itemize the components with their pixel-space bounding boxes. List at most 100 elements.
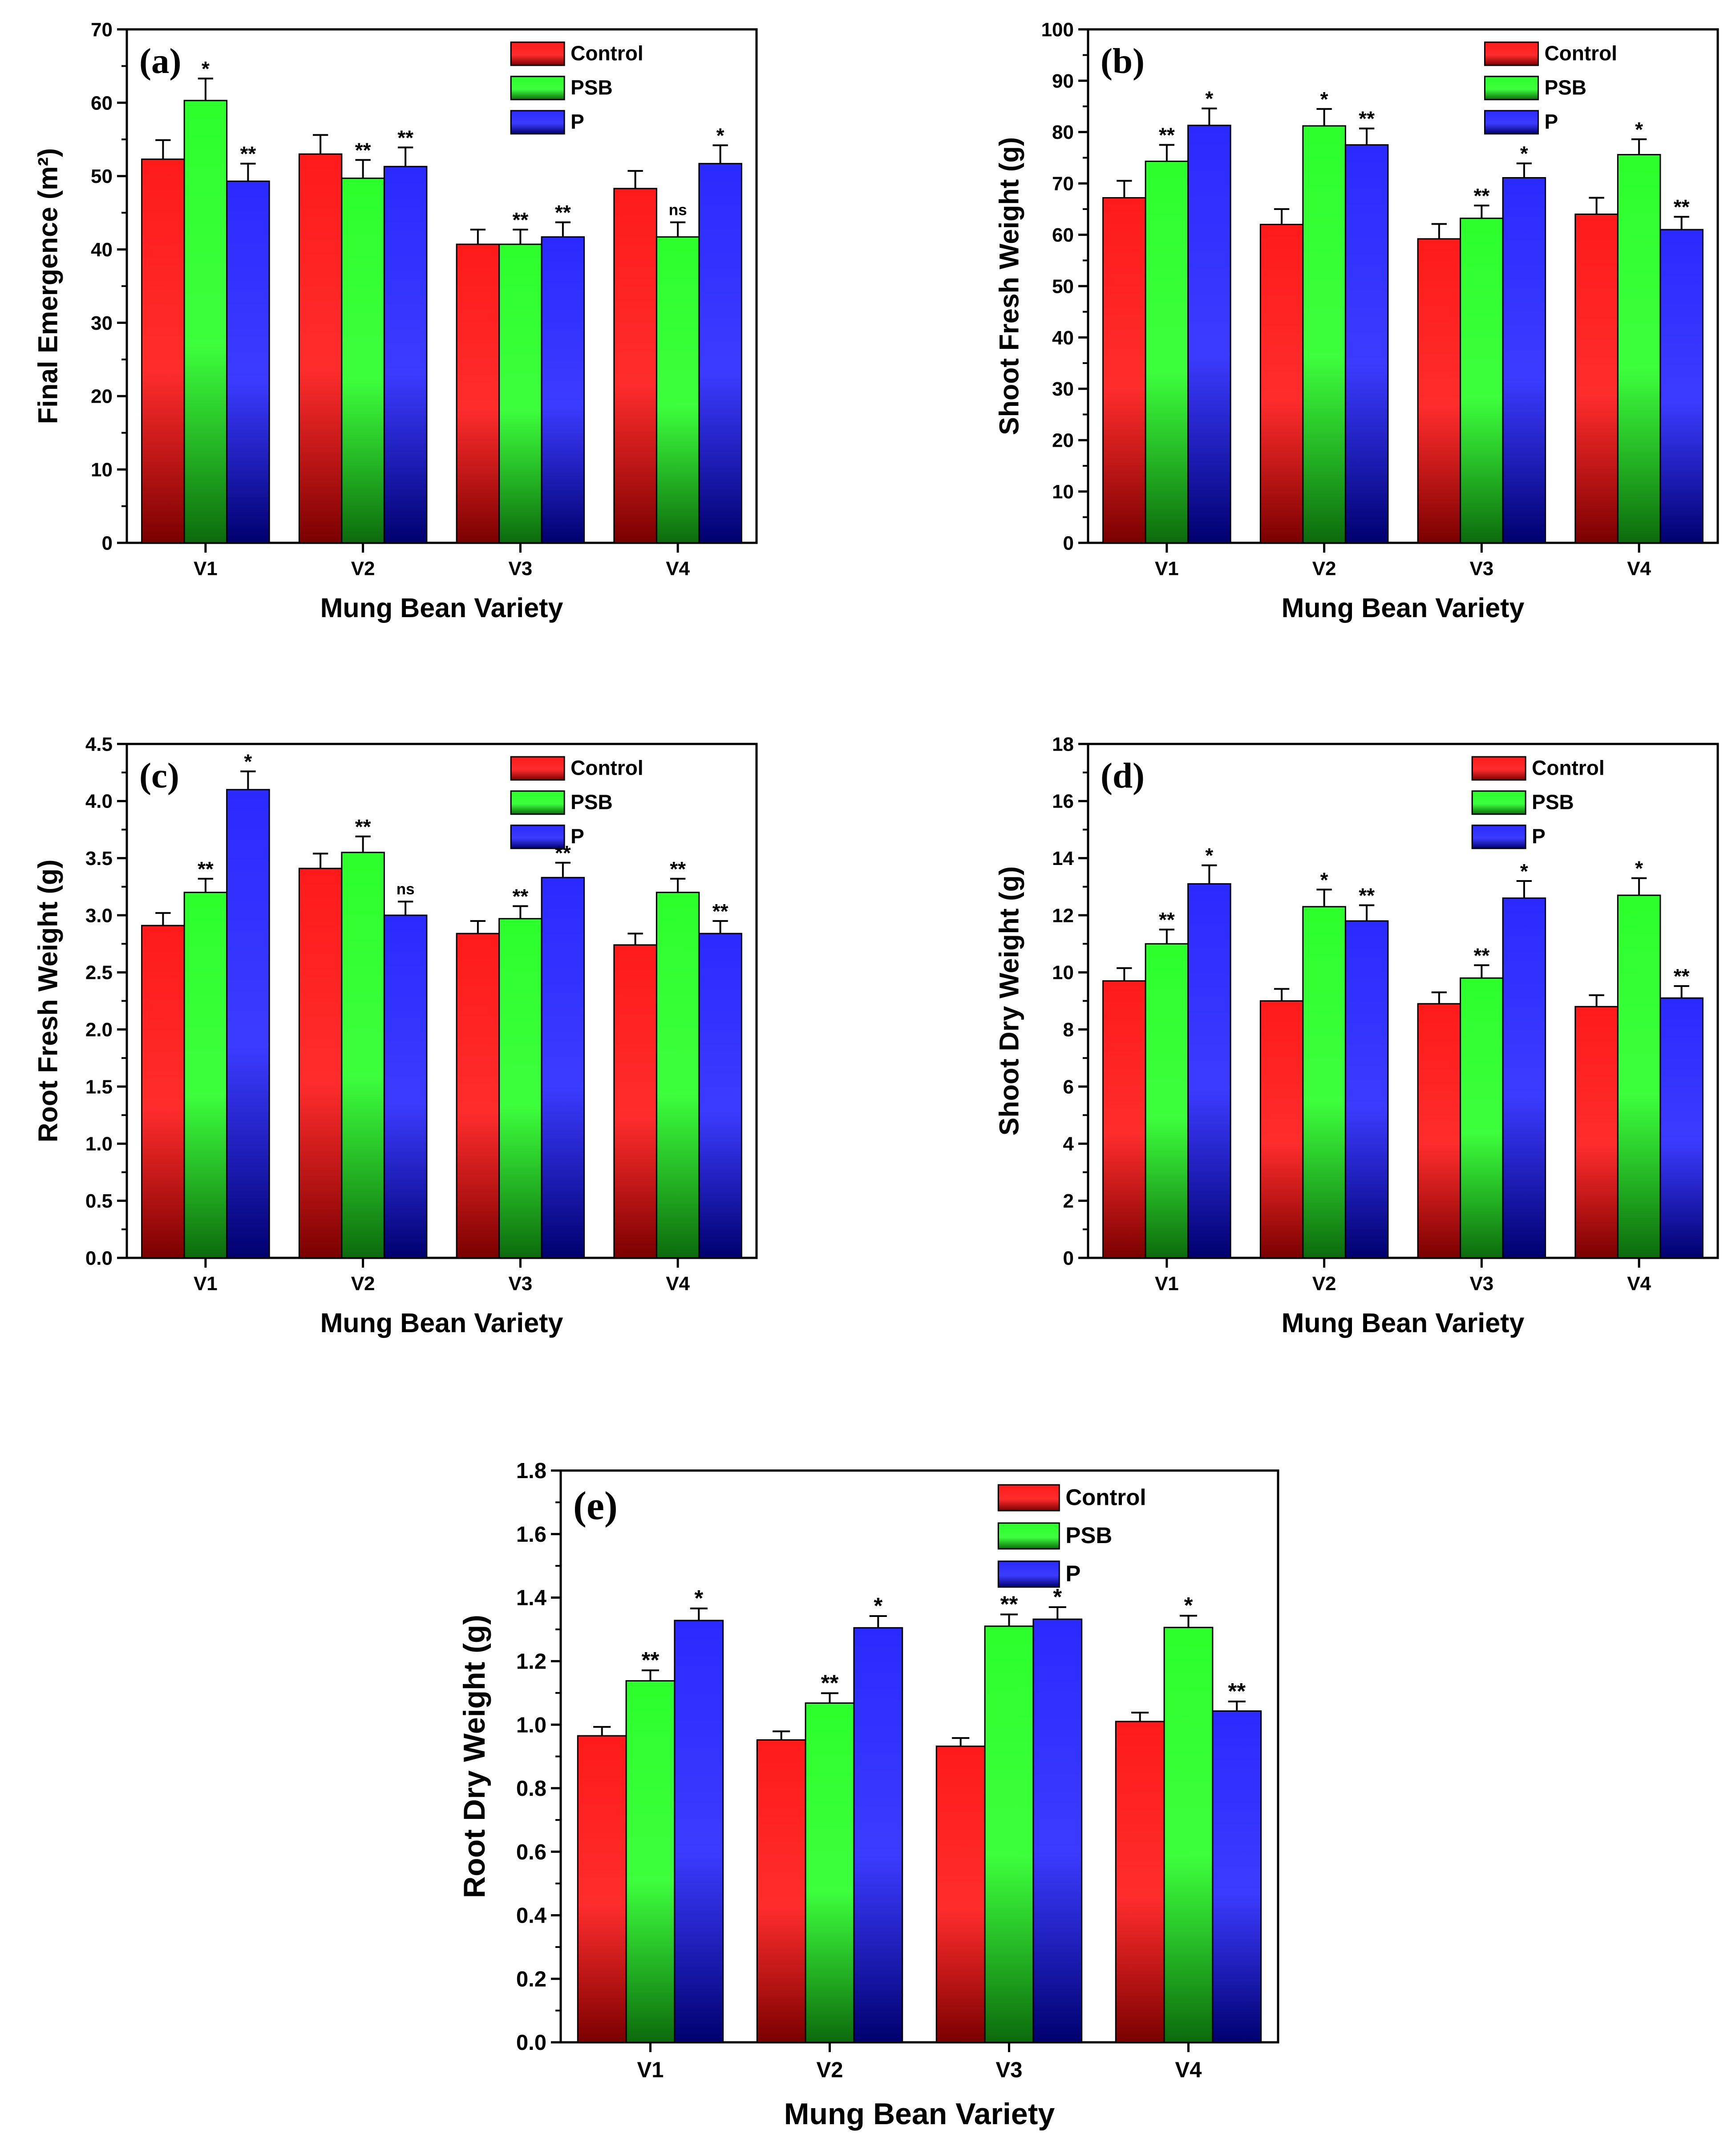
legend-swatch-control (510, 41, 565, 66)
bar-control-v4 (1115, 1721, 1165, 2043)
legend-label-psb: PSB (1544, 76, 1586, 99)
significance-label: ns (669, 202, 687, 219)
y-axis-title: Root Dry Weight (g) (457, 1615, 491, 1898)
panel-label: (d) (1101, 756, 1145, 796)
panel-label: (c) (139, 756, 179, 796)
bar-control-v4 (1574, 213, 1619, 544)
y-tick-label: 10 (91, 459, 113, 481)
significance-label: * (1635, 857, 1643, 880)
legend-swatch-p (510, 110, 565, 135)
significance-label: * (694, 1585, 703, 1611)
significance-label: * (1635, 118, 1643, 141)
significance-label: ** (512, 208, 528, 231)
panel-label: (a) (139, 41, 181, 81)
significance-label: ** (821, 1670, 839, 1695)
y-tick-label: 40 (91, 239, 113, 261)
significance-label: * (1184, 1592, 1193, 1618)
y-tick-label: 90 (1052, 70, 1074, 92)
y-tick-label: 2.0 (85, 1019, 113, 1041)
legend: Control PSB P (510, 756, 643, 849)
significance-label: * (1205, 87, 1213, 110)
legend-swatch-p (997, 1560, 1060, 1588)
y-tick-label: 12 (1052, 905, 1074, 926)
x-tick-label: V1 (194, 1273, 218, 1295)
bar-control-v4 (613, 188, 657, 544)
y-tick-label: 1.2 (516, 1649, 546, 1673)
y-tick-label: 20 (1052, 430, 1074, 452)
bar-psb-v1 (1145, 943, 1189, 1259)
bar-psb-v3 (984, 1625, 1034, 2043)
bar-p-v3 (1032, 1618, 1083, 2043)
x-axis-title: Mung Bean Variety (320, 593, 563, 623)
y-tick-label: 1.6 (516, 1523, 546, 1547)
bar-p-v2 (1344, 144, 1389, 544)
significance-label: ** (670, 857, 686, 881)
bar-p-v1 (1187, 125, 1231, 544)
legend-label-control: Control (571, 41, 643, 65)
x-axis-title: Mung Bean Variety (784, 2097, 1055, 2131)
y-tick-label: 0.6 (516, 1840, 546, 1864)
significance-label: ns (397, 881, 415, 898)
significance-label: * (1520, 142, 1528, 165)
bar-control-v2 (756, 1739, 806, 2043)
panel-b: 0102030405060708090100V1***V2***V3***V4*… (994, 19, 1719, 623)
x-tick-label: V2 (1312, 1273, 1336, 1295)
y-tick-label: 4.0 (85, 791, 113, 812)
significance-label: ** (355, 815, 371, 838)
significance-label: ** (198, 857, 214, 881)
x-tick-label: V4 (666, 558, 690, 580)
significance-label: ** (240, 142, 256, 166)
y-tick-label: 40 (1052, 327, 1074, 349)
significance-label: ** (1159, 908, 1175, 931)
legend-swatch-p (1471, 824, 1526, 849)
y-axis-title: Final Emergence (m²) (32, 148, 63, 424)
bar-p-v3 (541, 236, 585, 544)
legend: Control PSB P (997, 1484, 1146, 1588)
legend-label-psb: PSB (1532, 790, 1574, 813)
panel-e: 0.00.20.40.60.81.01.21.41.61.8V1***V2***… (457, 1459, 1279, 2131)
y-tick-label: 1.4 (516, 1586, 546, 1610)
bar-psb-v4 (656, 892, 700, 1259)
y-tick-label: 50 (1052, 275, 1074, 297)
bar-control-v2 (1259, 1000, 1304, 1259)
bar-p-v2 (383, 166, 428, 544)
y-tick-label: 14 (1052, 848, 1074, 869)
x-axis-title: Mung Bean Variety (320, 1308, 563, 1338)
legend: Control PSB P (1484, 41, 1617, 135)
bar-psb-v4 (656, 236, 700, 544)
bar-psb-v3 (498, 243, 542, 544)
legend-label-psb: PSB (1065, 1523, 1112, 1548)
y-tick-label: 2 (1063, 1190, 1074, 1212)
legend-label-control: Control (1532, 756, 1605, 779)
bar-control-v3 (456, 933, 500, 1259)
bar-p-v2 (853, 1627, 903, 2043)
bar-psb-v4 (1163, 1627, 1214, 2043)
bar-p-v3 (541, 877, 585, 1259)
bar-psb-v1 (183, 100, 228, 544)
x-tick-label: V1 (194, 558, 218, 580)
legend-label-control: Control (1544, 41, 1617, 65)
significance-label: ** (642, 1647, 660, 1673)
significance-label: ** (555, 201, 571, 224)
bar-p-v4 (698, 163, 742, 544)
significance-label: ** (1228, 1678, 1246, 1704)
y-tick-label: 60 (1052, 224, 1074, 246)
legend-swatch-control (510, 756, 565, 781)
bar-p-v3 (1502, 897, 1546, 1259)
panel-label: (e) (573, 1484, 618, 1528)
x-tick-label: V3 (996, 2058, 1023, 2082)
y-tick-label: 10 (1052, 962, 1074, 984)
panel-d: 024681012141618V1***V2***V3***V4***(d)Mu… (994, 733, 1719, 1338)
bar-control-v3 (935, 1746, 986, 2043)
bar-control-v1 (141, 925, 185, 1259)
x-axis-title: Mung Bean Variety (1282, 1308, 1525, 1338)
y-axis-title: Shoot Dry Weight (g) (994, 866, 1024, 1136)
significance-label: ** (1159, 124, 1175, 147)
y-tick-label: 70 (1052, 173, 1074, 195)
legend-label-p: P (1532, 824, 1546, 848)
x-tick-label: V4 (666, 1273, 690, 1295)
bar-psb-v2 (1302, 906, 1346, 1259)
bar-p-v4 (1212, 1710, 1262, 2043)
legend-swatch-control (997, 1484, 1060, 1511)
